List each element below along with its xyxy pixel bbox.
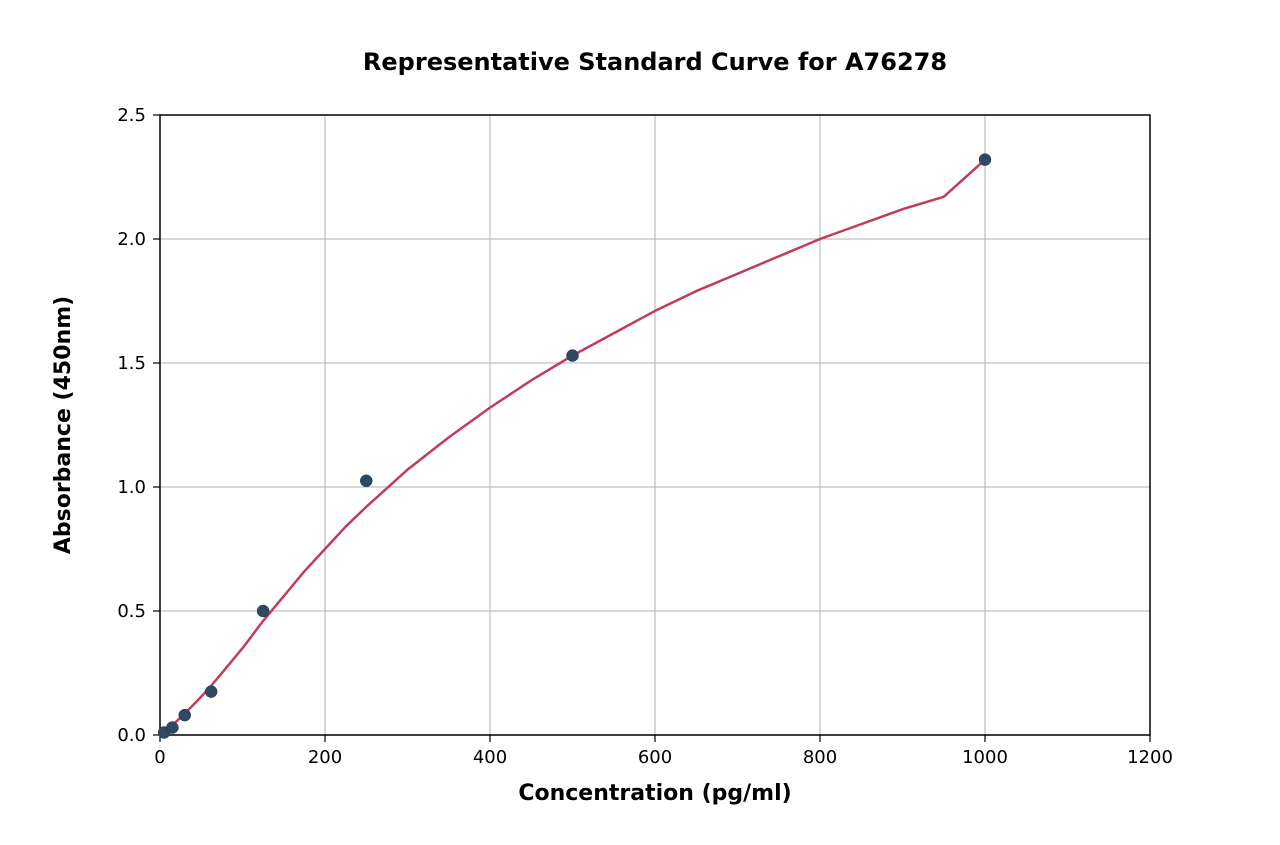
y-tick-label: 1.5 (117, 353, 146, 374)
data-point (179, 709, 191, 721)
data-point (205, 686, 217, 698)
x-tick-label: 200 (308, 747, 342, 768)
y-axis-label: Absorbance (450nm) (51, 296, 76, 554)
x-tick-label: 600 (638, 747, 672, 768)
y-tick-label: 2.5 (117, 105, 146, 126)
y-tick-label: 2.0 (117, 229, 146, 250)
y-tick-label: 0.5 (117, 601, 146, 622)
data-point (979, 154, 991, 166)
y-tick-label: 0.0 (117, 725, 146, 746)
x-axis-label: Concentration (pg/ml) (518, 781, 791, 806)
x-tick-label: 0 (154, 747, 165, 768)
data-point (567, 350, 579, 362)
data-point (360, 475, 372, 487)
x-tick-label: 1000 (962, 747, 1008, 768)
y-tick-label: 1.0 (117, 477, 146, 498)
chart-title: Representative Standard Curve for A76278 (363, 48, 947, 76)
standard-curve-chart: 0 200 400 600 800 1000 1200 0.0 0.5 1.0 1.5 2.0 2.5 R… (0, 0, 1280, 845)
x-tick-label: 400 (473, 747, 507, 768)
data-point (257, 605, 269, 617)
x-tick-label: 1200 (1127, 747, 1173, 768)
chart-container: 0 200 400 600 800 1000 1200 0.0 0.5 1.0 1.5 2.0 2.5 R… (0, 0, 1280, 845)
data-point (166, 722, 178, 734)
x-tick-label: 800 (803, 747, 837, 768)
